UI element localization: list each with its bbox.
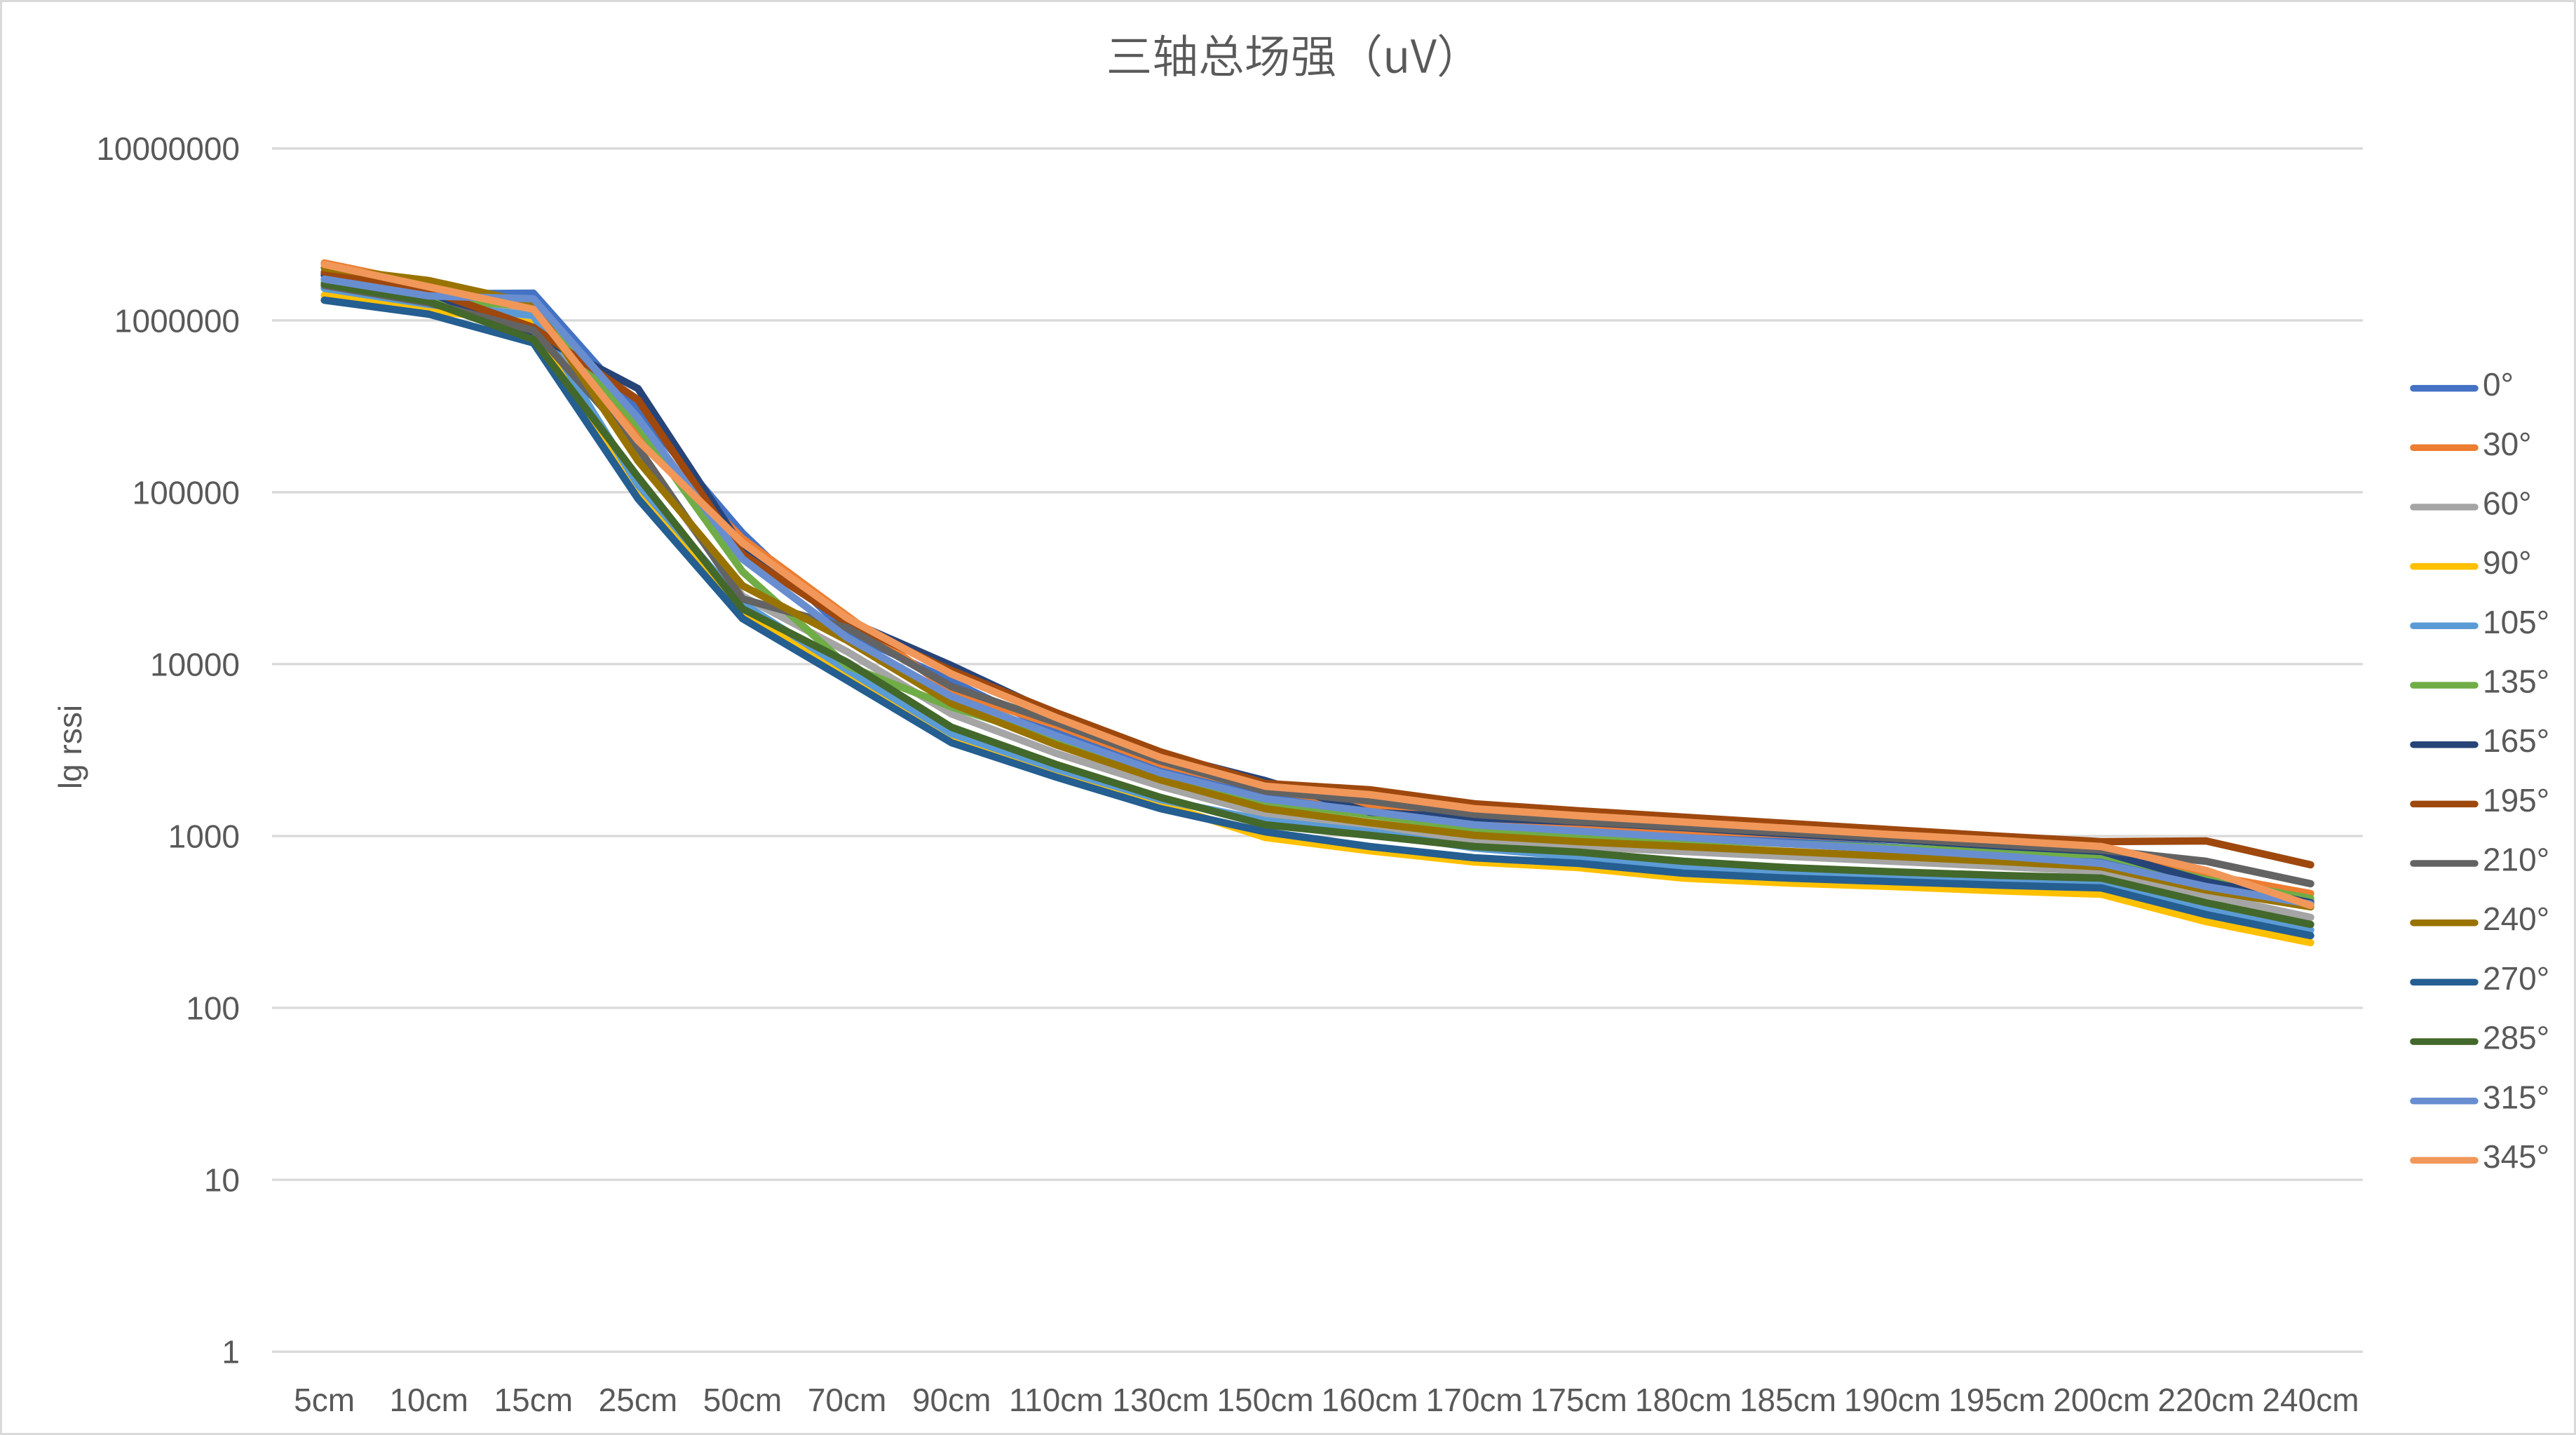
svg-text:90cm: 90cm [912,1382,991,1418]
svg-text:135°: 135° [2483,663,2549,700]
svg-text:90°: 90° [2483,544,2532,581]
svg-text:180cm: 180cm [1635,1382,1732,1418]
svg-text:220cm: 220cm [2157,1382,2254,1418]
svg-text:185cm: 185cm [1740,1382,1836,1418]
svg-text:315°: 315° [2483,1079,2549,1115]
svg-text:240°: 240° [2483,901,2549,937]
svg-text:100: 100 [186,990,240,1027]
svg-text:lg rssi: lg rssi [52,705,88,789]
svg-text:110cm: 110cm [1009,1382,1104,1418]
svg-text:100000: 100000 [133,474,240,511]
svg-text:345°: 345° [2483,1138,2549,1175]
svg-text:240cm: 240cm [2262,1382,2359,1418]
svg-text:1000: 1000 [168,818,240,855]
svg-text:70cm: 70cm [808,1382,886,1418]
svg-text:170cm: 170cm [1426,1382,1523,1418]
svg-text:10: 10 [204,1162,240,1199]
svg-text:285°: 285° [2483,1020,2549,1056]
svg-text:5cm: 5cm [294,1382,355,1418]
svg-text:150cm: 150cm [1216,1382,1313,1418]
svg-text:60°: 60° [2483,485,2532,522]
svg-text:130cm: 130cm [1112,1382,1209,1418]
svg-text:200cm: 200cm [2053,1382,2150,1418]
svg-text:10cm: 10cm [389,1382,468,1418]
svg-text:50cm: 50cm [703,1382,782,1418]
svg-text:210°: 210° [2483,842,2549,878]
svg-text:0°: 0° [2483,366,2514,403]
svg-text:1000000: 1000000 [114,302,240,339]
svg-text:10000: 10000 [150,646,240,682]
svg-text:160cm: 160cm [1322,1382,1418,1418]
svg-text:165°: 165° [2483,722,2549,759]
svg-text:190cm: 190cm [1844,1382,1941,1418]
svg-text:30°: 30° [2483,426,2532,462]
svg-text:195°: 195° [2483,782,2549,818]
svg-text:10000000: 10000000 [96,130,240,167]
svg-text:105°: 105° [2483,604,2549,640]
svg-text:175cm: 175cm [1531,1382,1627,1418]
svg-text:195cm: 195cm [1948,1382,2045,1418]
svg-text:270°: 270° [2483,960,2549,997]
svg-text:25cm: 25cm [599,1382,677,1418]
svg-text:1: 1 [222,1334,240,1370]
svg-text:15cm: 15cm [494,1382,573,1418]
